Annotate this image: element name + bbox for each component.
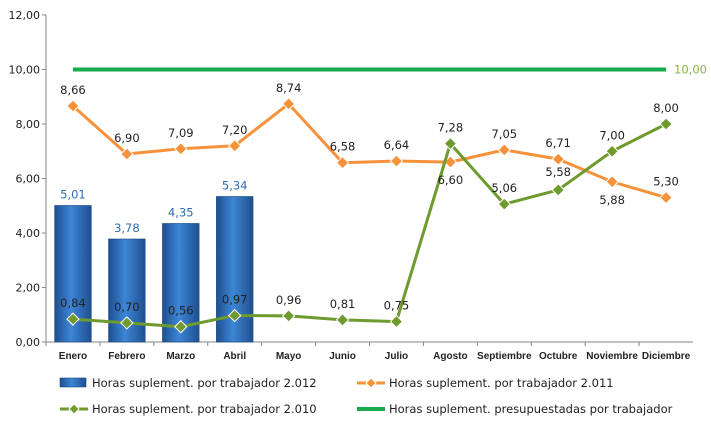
y-tick-label: 2,00 — [16, 282, 41, 295]
x-tick-label: Marzo — [166, 351, 195, 362]
x-tick-label: Septiembre — [477, 351, 532, 362]
legend-swatch-marker — [68, 403, 80, 415]
point-marker-2011 — [120, 147, 134, 161]
data-label-2011: 6,90 — [114, 131, 140, 145]
data-label-2011: 5,88 — [599, 193, 625, 207]
series-line-2011 — [71, 102, 667, 200]
x-tick-label: Junio — [329, 351, 356, 362]
point-marker-2011 — [281, 97, 296, 111]
y-tick-label: 10,00 — [9, 64, 41, 77]
data-label-2010: 0,84 — [60, 296, 86, 310]
legend-item-2010: Horas suplement. por trabajador 2.010 — [60, 402, 317, 416]
x-tick-label: Mayo — [276, 351, 302, 362]
x-tick-label: Agosto — [433, 351, 467, 362]
point-marker-2010 — [551, 183, 565, 197]
line-series-2011 — [66, 97, 673, 205]
point-marker-2011 — [659, 190, 673, 205]
point-marker-2011 — [497, 143, 511, 157]
point-marker-2011 — [335, 155, 350, 170]
x-tick-label: Diciembre — [642, 351, 691, 362]
data-label-2010: 0,96 — [276, 293, 302, 307]
legend-item-2012: Horas suplement. por trabajador 2.012 — [59, 376, 317, 390]
data-label-2010: 8,00 — [653, 101, 679, 115]
legend-swatch-marker — [365, 377, 377, 389]
point-marker-2011 — [389, 154, 404, 168]
x-tick-label: Febrero — [108, 351, 145, 362]
data-labels: 5,01 3,78 4,35 5,34 10,00 8,66 6,90 7,09 7,20 8,7… — [60, 63, 707, 318]
line-series-2010 — [66, 117, 673, 334]
data-label-2011: 7,05 — [491, 127, 517, 141]
y-tick-label: 8,00 — [16, 118, 41, 131]
point-marker-2011 — [66, 99, 80, 113]
point-marker-2011 — [605, 175, 619, 189]
data-label-2011: 7,09 — [168, 126, 194, 140]
y-axis: 0,00 2,00 4,00 6,00 8,00 10,00 12,00 — [9, 9, 47, 349]
data-label-2011: 8,66 — [60, 83, 86, 97]
data-label-2012: 4,35 — [168, 205, 194, 219]
point-marker-2010 — [443, 136, 458, 151]
legend: Horas suplement. por trabajador 2.012 Hor… — [59, 376, 673, 416]
legend-item-2011: Horas suplement. por trabajador 2.011 — [357, 376, 614, 390]
data-label-2012: 3,78 — [114, 221, 140, 235]
data-label-2011: 6,58 — [330, 140, 356, 154]
point-marker-2010 — [659, 117, 673, 131]
series-line-2010 — [72, 122, 667, 329]
legend-item-budget: Horas suplement. presupuestadas por trab… — [357, 402, 673, 416]
legend-label: Horas suplement. por trabajador 2.010 — [92, 402, 317, 416]
point-marker-2010 — [497, 197, 511, 211]
point-marker-2011 — [228, 139, 242, 153]
y-tick-label: 6,00 — [16, 173, 41, 186]
data-label-2010: 5,06 — [491, 181, 517, 195]
x-tick-label: Abril — [223, 351, 246, 362]
data-label-2011: 6,60 — [438, 173, 464, 187]
point-marker-2010 — [605, 144, 619, 158]
legend-swatch-bar — [59, 377, 87, 388]
data-label-2010: 0,70 — [114, 300, 140, 314]
data-label-2011: 6,71 — [545, 136, 571, 150]
y-tick-label: 12,00 — [9, 9, 41, 22]
x-tick-label: Noviembre — [586, 351, 638, 362]
point-marker-2010 — [389, 314, 404, 329]
x-tick-label: Enero — [59, 351, 87, 362]
data-label-2010: 0,75 — [384, 299, 410, 313]
data-label-2011: 6,64 — [384, 138, 410, 152]
point-marker-2011 — [174, 142, 188, 156]
point-marker-2010 — [335, 313, 350, 327]
data-label-2012: 5,01 — [60, 187, 86, 201]
x-tick-label: Julio — [385, 351, 408, 362]
data-label-2010: 7,28 — [438, 121, 464, 135]
legend-label: Horas suplement. por trabajador 2.011 — [389, 376, 614, 390]
x-tick-label: Octubre — [539, 351, 578, 362]
x-axis: Enero Febrero Marzo Abril Mayo Junio Julio Agos… — [45, 341, 693, 362]
data-label-budget: 10,00 — [674, 63, 707, 77]
data-label-2011: 5,30 — [653, 175, 679, 189]
data-label-2011: 8,74 — [276, 81, 302, 95]
point-marker-2010 — [228, 308, 242, 323]
point-marker-2010 — [281, 309, 296, 323]
data-label-2010: 7,00 — [599, 128, 625, 142]
data-label-2011: 7,20 — [222, 123, 248, 137]
point-marker-2011 — [551, 152, 565, 166]
legend-label: Horas suplement. presupuestadas por trab… — [389, 402, 673, 416]
data-label-2010: 5,58 — [545, 165, 571, 179]
data-label-2010: 0,97 — [222, 293, 248, 307]
point-marker-2010 — [174, 320, 188, 334]
y-tick-label: 0,00 — [16, 336, 41, 349]
data-label-2012: 5,34 — [222, 178, 248, 192]
y-tick-label: 4,00 — [16, 227, 41, 240]
legend-label: Horas suplement. por trabajador 2.012 — [92, 376, 317, 390]
point-marker-2010 — [120, 316, 134, 330]
data-label-2010: 0,81 — [330, 297, 356, 311]
data-label-2010: 0,56 — [168, 304, 194, 318]
point-marker-2010 — [66, 312, 80, 326]
